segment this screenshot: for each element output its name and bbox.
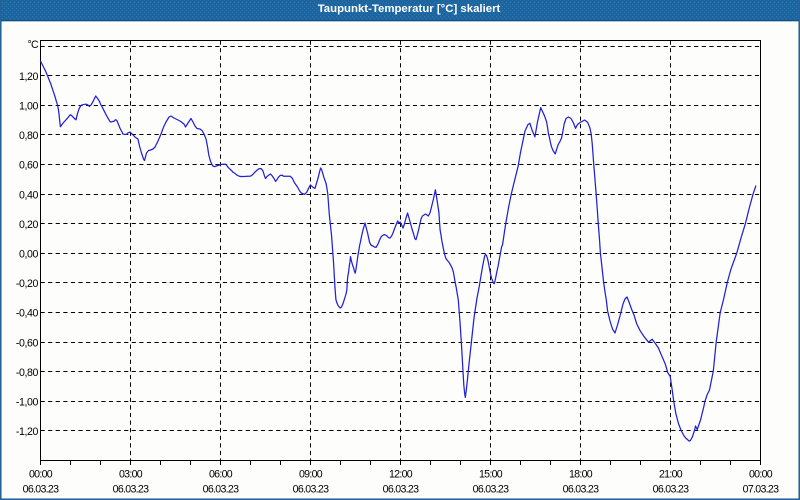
svg-text:00:00: 00:00: [749, 469, 773, 481]
svg-text:06.03.23: 06.03.23: [383, 483, 419, 495]
svg-text:03:00: 03:00: [119, 469, 143, 481]
svg-text:-0,20: -0,20: [16, 278, 39, 290]
svg-text:0,00: 0,00: [19, 249, 39, 261]
svg-text:06.03.23: 06.03.23: [653, 483, 689, 495]
svg-text:00:00: 00:00: [29, 469, 53, 481]
svg-text:-0,40: -0,40: [16, 308, 39, 320]
svg-text:06.03.23: 06.03.23: [563, 483, 599, 495]
svg-text:0,80: 0,80: [19, 130, 39, 142]
svg-text:07.03.23: 07.03.23: [743, 483, 779, 495]
svg-text:06.03.23: 06.03.23: [293, 483, 329, 495]
svg-text:21:00: 21:00: [659, 469, 683, 481]
svg-text:-1,00: -1,00: [16, 397, 39, 409]
svg-text:12:00: 12:00: [389, 469, 413, 481]
svg-text:-0,80: -0,80: [16, 367, 39, 379]
svg-text:15:00: 15:00: [479, 469, 503, 481]
svg-text:18:00: 18:00: [569, 469, 593, 481]
svg-text:1,20: 1,20: [19, 71, 39, 83]
svg-text:Taupunkt-Temperatur [°C] skali: Taupunkt-Temperatur [°C] skaliert: [318, 3, 501, 15]
svg-text:09:00: 09:00: [299, 469, 323, 481]
svg-text:0,60: 0,60: [19, 160, 39, 172]
svg-text:06.03.23: 06.03.23: [113, 483, 149, 495]
svg-text:06.03.23: 06.03.23: [473, 483, 509, 495]
svg-text:06.03.23: 06.03.23: [23, 483, 59, 495]
svg-text:1,00: 1,00: [19, 101, 39, 113]
svg-text:06.03.23: 06.03.23: [203, 483, 239, 495]
svg-text:-1,20: -1,20: [16, 426, 39, 438]
svg-text:-0,60: -0,60: [16, 337, 39, 349]
svg-text:0,40: 0,40: [19, 189, 39, 201]
svg-text:0,20: 0,20: [19, 219, 39, 231]
svg-text:°C: °C: [28, 39, 40, 51]
svg-text:06:00: 06:00: [209, 469, 233, 481]
